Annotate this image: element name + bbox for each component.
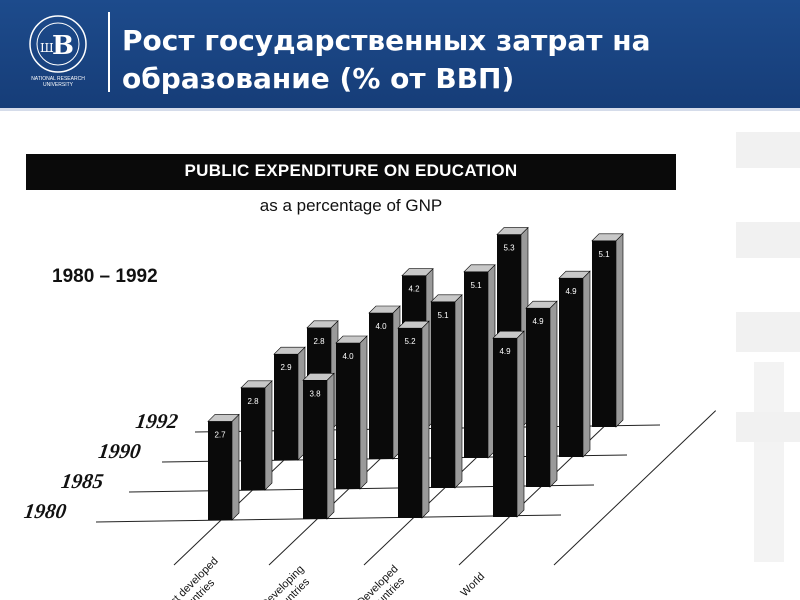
bar [241,387,265,490]
bar-value-label: 3.8 [309,389,321,398]
bar-side-face [549,300,558,488]
bar [431,301,455,488]
floor-separator-line [458,410,622,566]
category-label: Developedcountries [355,563,410,600]
bar-value-label: 4.2 [408,285,420,294]
bar-value-label: 4.9 [499,347,511,356]
logo-caption: NATIONAL RESEARCH UNIVERSITY [31,76,85,88]
chart-title: PUBLIC EXPENDITURE ON EDUCATION [184,161,518,180]
bar-value-label: 4.9 [565,287,577,296]
floor-gridline-1980 [95,514,562,523]
bar-side-face [615,233,624,428]
bar [464,271,488,458]
header-vertical-divider [108,12,110,92]
bar [208,421,232,520]
chart-title-bar [26,154,676,190]
bar [493,338,517,517]
category-label: World [459,571,488,600]
category-label-line: Least developed [155,555,221,600]
bar-value-label: 4.9 [532,317,544,326]
bar-side-face [454,294,463,489]
bar-value-label: 2.7 [214,430,226,439]
bar-value-label: 5.1 [470,281,482,290]
bar [559,278,583,457]
bar [369,313,393,459]
bar-side-face [516,330,525,518]
bar [398,328,422,518]
floor-separator-line [553,410,717,566]
year-label-1992: 1992 [134,409,180,433]
chart-subtitle: as a percentage of GNP [259,196,443,215]
bar-value-label: 4.0 [342,352,354,361]
bar [303,380,327,519]
bar-value-label: 5.1 [437,311,449,320]
year-label-1980: 1980 [23,499,69,523]
bar-side-face [359,335,368,490]
bar [526,308,550,487]
bar-value-label: 2.8 [247,397,259,406]
bar-value-label: 2.9 [280,363,292,372]
year-label-1985: 1985 [60,469,105,493]
category-label: Least developedcountries [155,555,230,600]
bar-value-label: 4.0 [375,322,387,331]
slide-title: Рост государственных затрат на образован… [122,24,651,95]
bar-side-face [421,320,430,519]
category-label: Developingcountries [259,563,316,600]
bar-side-face [264,380,273,491]
svg-text:Ш: Ш [40,41,54,55]
header-divider-line [0,108,800,111]
bar-side-face [231,413,240,521]
year-label-1990: 1990 [97,439,143,463]
logo-watermark-icon [736,132,800,562]
bar-value-label: 5.1 [598,250,610,259]
bar-side-face [326,372,335,520]
bar-value-label: 2.8 [313,337,325,346]
bar-side-face [582,270,591,458]
bar [274,354,298,460]
svg-text:В: В [52,31,74,61]
slide-header [0,0,800,108]
bar-value-label: 5.2 [404,337,416,346]
bar [336,343,360,489]
bar [592,240,616,427]
university-logo-icon: В Ш [29,15,87,73]
category-label-line: World [459,571,488,600]
bar-value-label: 5.3 [503,244,515,253]
period-label: 1980 – 1992 [52,266,158,287]
